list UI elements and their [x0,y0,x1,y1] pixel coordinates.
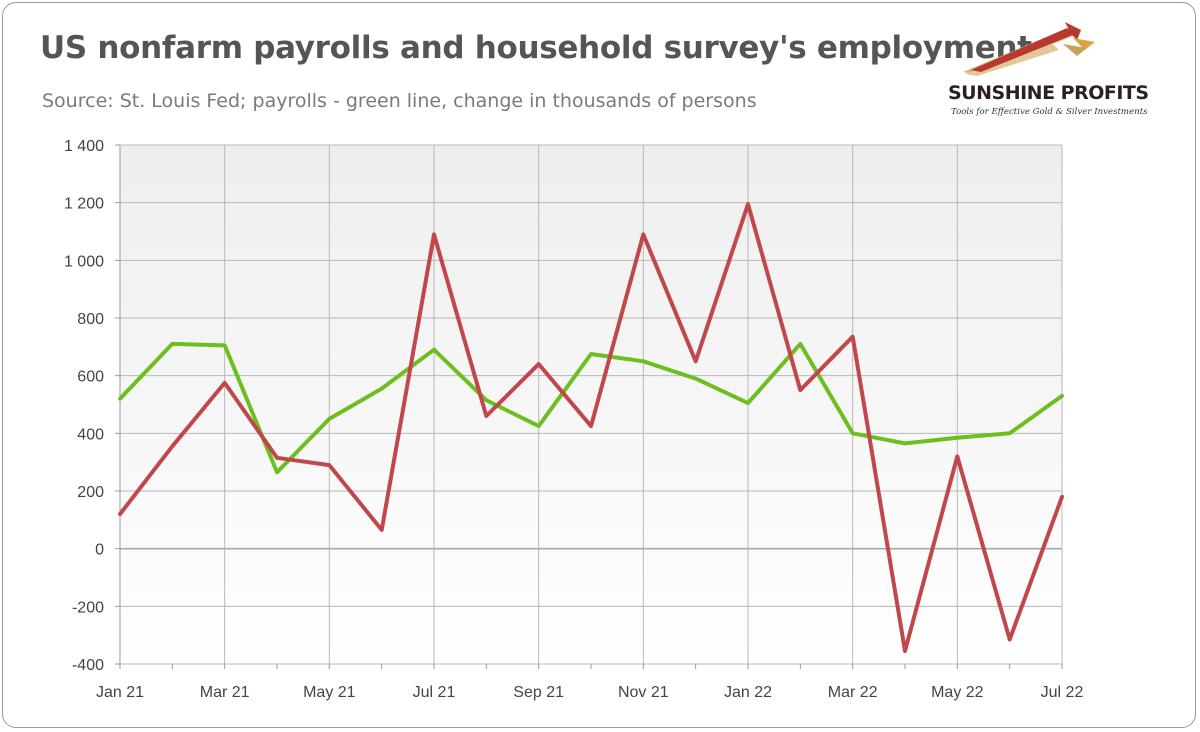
sunshine-profits-logo: SUNSHINE PROFITS Tools for Effective Gol… [935,20,1185,125]
y-tick-label: 800 [77,311,104,328]
x-tick-label: Sep 21 [513,684,564,701]
chart-subtitle: Source: St. Louis Fed; payrolls - green … [42,90,757,112]
x-tick-label: Jan 22 [724,684,772,701]
y-tick-label: -400 [72,657,104,674]
x-tick-label: Mar 21 [200,684,250,701]
household-line [118,202,1064,653]
y-tick-label: 600 [77,369,104,386]
x-tick-label: Nov 21 [618,684,669,701]
chart-title: US nonfarm payrolls and household survey… [40,30,1032,66]
x-tick-label: Mar 22 [828,684,878,701]
x-axis-ticks: Jan 21 Mar 21 May 21 Jul 21 Sep 21 Nov 21 Jan … [96,684,1083,701]
x-tick-label: Jul 22 [1041,684,1084,701]
x-tick-label: May 22 [931,684,984,701]
y-tick-label: 1 200 [64,196,104,213]
y-axis-ticks: -400 -200 0 200 400 600 800 1 000 1 200 1 400 [64,138,104,674]
y-tick-label: 0 [95,542,104,559]
rising-arrows-icon [963,22,1095,76]
plot-area [120,145,1062,664]
series-lines [118,202,1064,653]
logo-tagline: Tools for Effective Gold & Silver Invest… [951,107,1148,117]
y-tick-label: 1 000 [64,253,104,270]
logo-name: SUNSHINE PROFITS [948,82,1149,104]
y-tick-label: 200 [77,484,104,501]
payrolls-line [118,341,1064,475]
x-tick-label: Jan 21 [96,684,144,701]
y-tick-label: -200 [72,599,104,616]
x-tick-label: May 21 [303,684,356,701]
y-tick-label: 1 400 [64,138,104,155]
y-tick-label: 400 [77,426,104,443]
x-tick-label: Jul 21 [413,684,456,701]
x-gridlines [119,145,1063,669]
